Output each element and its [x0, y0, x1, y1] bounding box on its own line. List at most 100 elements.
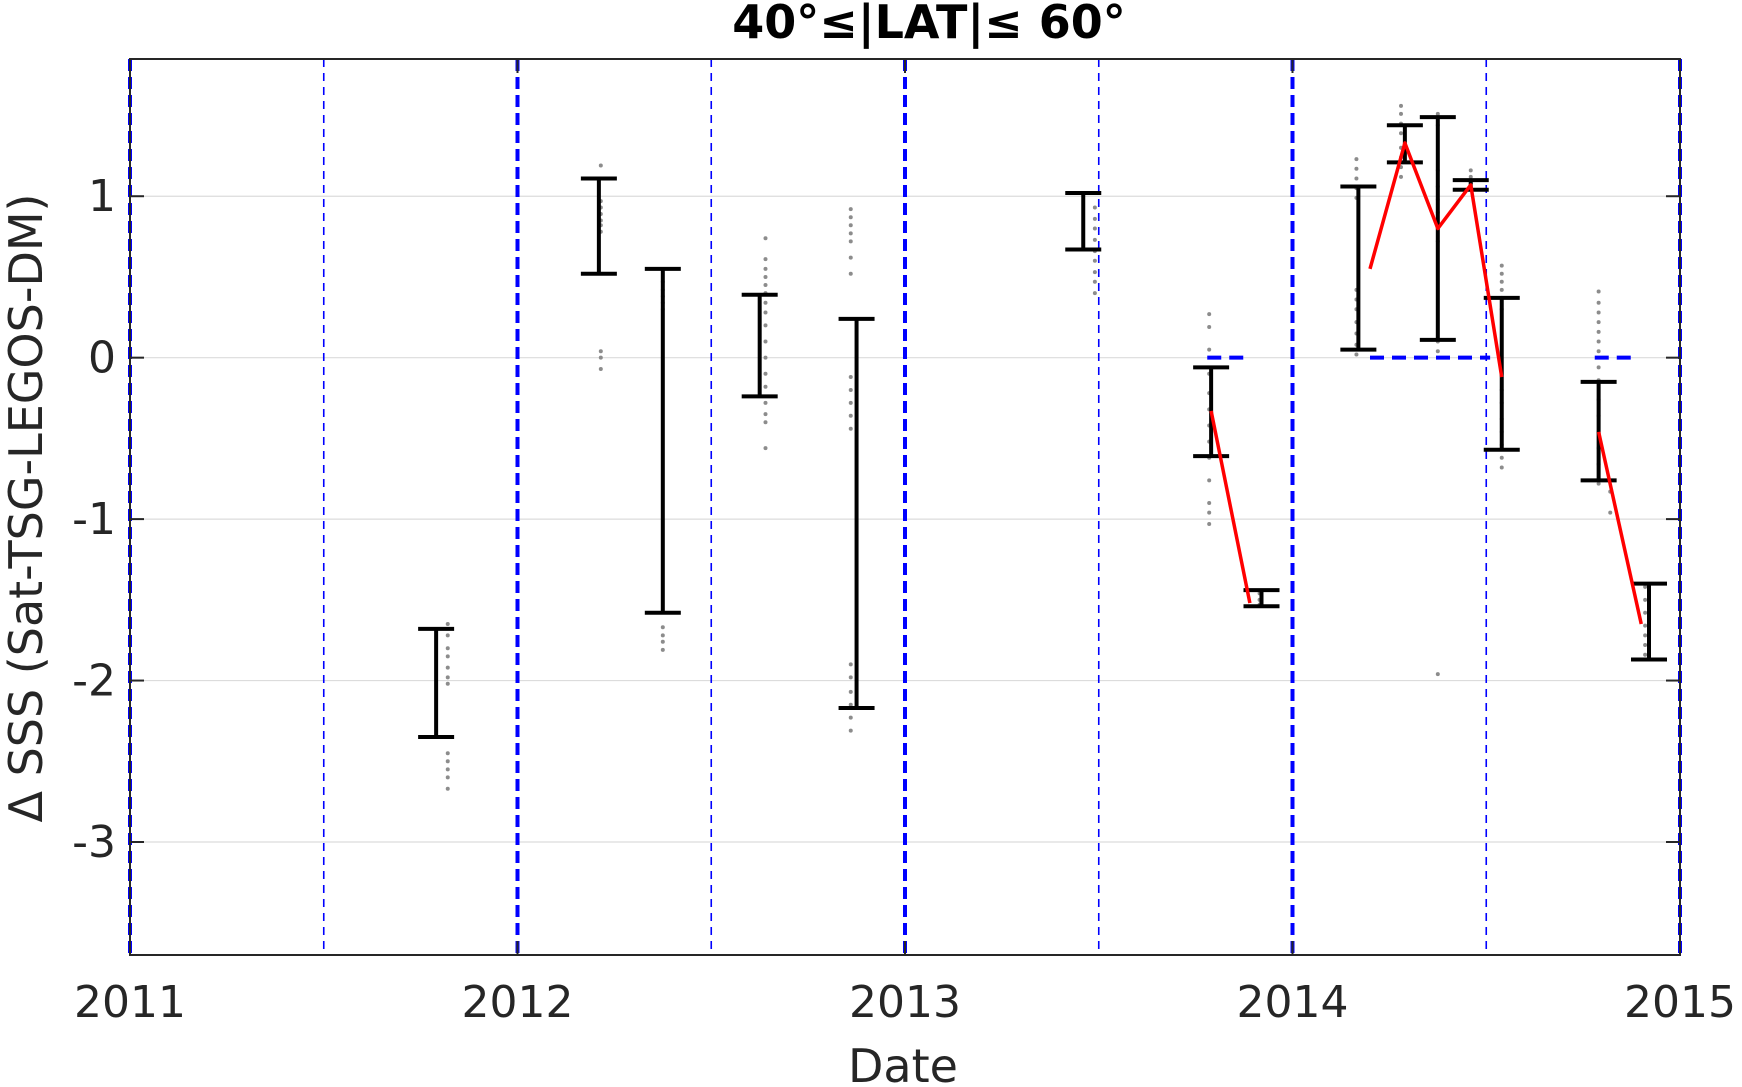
data-point [1643, 643, 1648, 648]
error-bar [1631, 581, 1667, 662]
data-point [1596, 349, 1601, 354]
data-point [598, 349, 603, 354]
data-point [848, 702, 853, 707]
data-point [1596, 329, 1601, 334]
ticks-layer: 2011 2012 2013 2014 2015 -3 -2 -1 0 1 [72, 59, 1736, 1028]
data-point [763, 371, 768, 376]
data-point [1643, 610, 1648, 615]
data-point [1399, 103, 1403, 108]
data-point [1643, 584, 1648, 589]
data-point [1468, 168, 1473, 173]
data-point [1092, 237, 1097, 242]
data-point [1354, 352, 1359, 357]
data-point [763, 446, 768, 451]
data-point [763, 300, 768, 305]
data-point [1499, 271, 1504, 276]
x-tick-label: 2011 [74, 977, 186, 1028]
data-point [763, 412, 768, 417]
data-point [763, 257, 768, 262]
data-point [763, 384, 768, 389]
data-point [445, 681, 450, 686]
data-point [445, 775, 450, 780]
data-point [1499, 279, 1504, 284]
data-point [660, 647, 665, 652]
data-point [848, 715, 853, 720]
data-point [848, 271, 853, 276]
data-point [660, 639, 665, 644]
data-point [445, 622, 450, 627]
data-point [848, 215, 853, 220]
data-point [763, 420, 768, 425]
y-tick-label: 1 [88, 171, 116, 222]
chart-title: 40°≤|LAT|≤ 60° [732, 0, 1125, 50]
data-point [1643, 597, 1648, 602]
data-point [1207, 510, 1212, 515]
data-point [848, 689, 853, 694]
vertical-lines-layer [128, 59, 1682, 955]
data-point [445, 633, 450, 638]
data-point [763, 310, 768, 315]
data-point [1207, 312, 1212, 317]
error-bar [838, 316, 875, 710]
data-point [1354, 166, 1359, 171]
y-tick-label: -1 [72, 494, 116, 545]
data-point [763, 400, 768, 405]
data-point [1435, 111, 1440, 116]
data-point [848, 728, 853, 733]
data-point [1399, 111, 1403, 116]
data-point [1399, 131, 1403, 136]
scatter-points-layer [445, 103, 1648, 791]
error-bar [644, 266, 681, 615]
data-point [1207, 347, 1212, 352]
data-point [1468, 174, 1473, 179]
data-point [763, 236, 768, 241]
data-point [1499, 455, 1504, 460]
data-point [1207, 324, 1212, 329]
data-point [1643, 633, 1648, 638]
data-point [1435, 672, 1440, 677]
data-point [445, 654, 450, 659]
data-point [1207, 521, 1212, 526]
data-point [445, 767, 450, 772]
data-point [1354, 176, 1359, 181]
data-point [1354, 157, 1359, 162]
data-point [763, 274, 768, 279]
data-point [1596, 289, 1601, 294]
error-bar [1340, 184, 1377, 352]
data-point [598, 355, 603, 360]
data-point [848, 413, 853, 418]
data-point [598, 163, 603, 168]
data-point [848, 426, 853, 431]
data-point [763, 323, 768, 328]
x-tick-label: 2014 [1237, 977, 1349, 1028]
error-bar [580, 176, 617, 276]
y-axis-label: Δ SSS (Sat-TSG-LEGOS-DM) [0, 194, 53, 823]
error-bar [1065, 190, 1102, 252]
data-point [763, 339, 768, 344]
data-point [445, 786, 450, 791]
data-point [848, 207, 853, 212]
y-tick-label: 0 [88, 333, 116, 384]
data-point [763, 266, 768, 271]
data-point [1499, 465, 1504, 470]
x-tick-label: 2013 [849, 977, 961, 1028]
data-point [1596, 481, 1601, 486]
error-bar [1243, 588, 1280, 609]
data-point [848, 375, 853, 380]
data-point [848, 387, 853, 392]
data-point [1596, 300, 1601, 305]
x-tick-label: 2012 [462, 977, 574, 1028]
data-point [763, 355, 768, 360]
error-bar [741, 292, 778, 399]
data-point [848, 662, 853, 667]
data-point [445, 675, 450, 680]
data-point [445, 759, 450, 764]
data-point [848, 231, 853, 236]
data-point [1092, 279, 1097, 284]
data-point [1092, 270, 1097, 275]
data-point [1092, 205, 1097, 210]
data-point [848, 400, 853, 405]
data-point [1596, 320, 1601, 325]
data-point [1643, 623, 1648, 628]
